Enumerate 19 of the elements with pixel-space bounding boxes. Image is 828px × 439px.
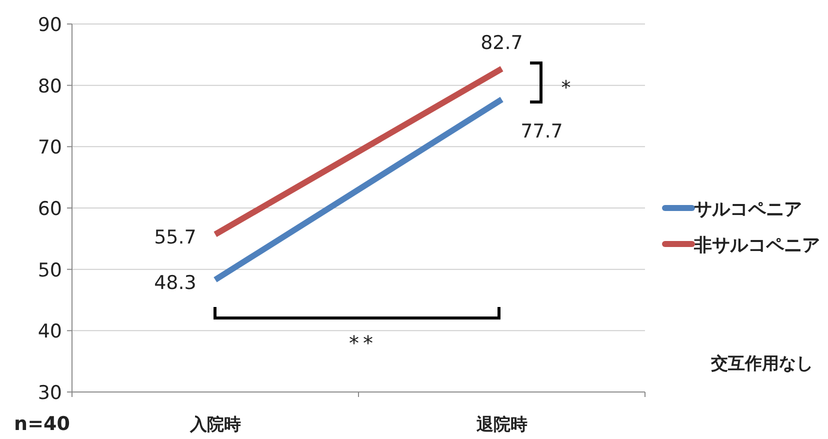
y-tick-label: 80 [38,75,62,98]
y-tick-label: 60 [38,198,62,220]
y-tick-label: 50 [38,259,62,282]
x-tick-label: 退院時 [475,415,528,435]
y-tick-label: 30 [38,382,62,404]
data-label: 48.3 [154,272,196,294]
data-label: 82.7 [480,32,523,54]
annotation: * [561,77,571,99]
y-tick-label: 40 [38,320,62,343]
legend-label: サルコペニア [694,199,802,220]
y-tick-label: 70 [38,136,62,159]
legend-label: 非サルコペニア [693,235,820,256]
data-label: 55.7 [154,226,196,248]
x-tick-label: 入院時 [188,415,241,435]
text: n=40 [14,413,70,435]
text: 交互作用なし [710,354,813,374]
annotation: ** [349,331,377,355]
y-tick-label: 90 [38,14,62,36]
data-label: 77.7 [520,120,563,142]
